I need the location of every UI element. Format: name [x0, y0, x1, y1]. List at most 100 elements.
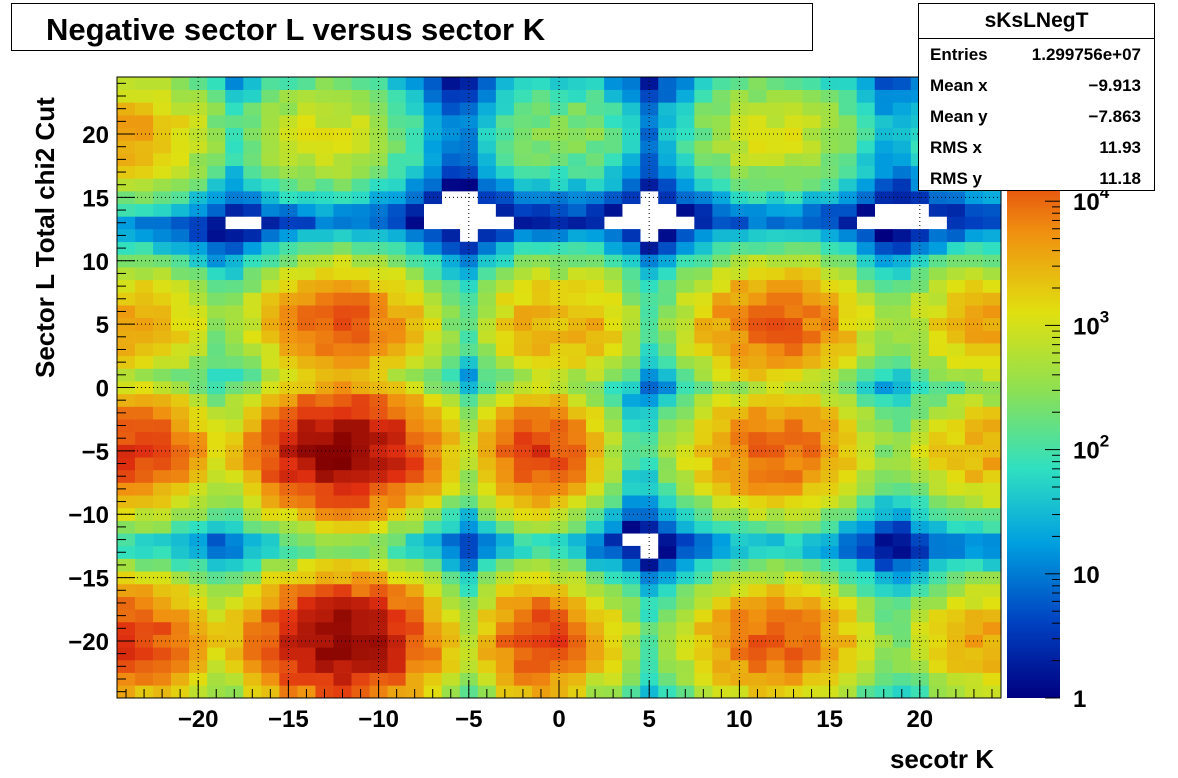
heatmap-cell: [405, 241, 424, 255]
heatmap-cell: [135, 229, 154, 243]
heatmap-cell: [333, 520, 352, 534]
heatmap-cell: [387, 406, 406, 420]
heatmap-cell: [405, 254, 424, 268]
heatmap-cell: [207, 507, 226, 521]
heatmap-cell: [549, 672, 569, 686]
heatmap-cell: [441, 431, 461, 445]
heatmap-cell: [369, 444, 388, 458]
heatmap-cell: [153, 596, 172, 610]
heatmap-cell: [153, 355, 172, 369]
heatmap-cell: [477, 330, 497, 344]
heatmap-cell: [387, 89, 406, 103]
heatmap-cell: [261, 545, 280, 559]
heatmap-cell: [189, 229, 208, 243]
heatmap-cell: [676, 89, 695, 103]
heatmap-cell: [297, 507, 316, 521]
heatmap-cell: [784, 368, 803, 382]
heatmap-cell: [315, 583, 334, 597]
heatmap-cell: [243, 558, 262, 572]
heatmap-cell: [495, 419, 515, 433]
heatmap-cell: [658, 647, 677, 661]
heatmap-cell: [964, 381, 984, 395]
heatmap-cell: [531, 368, 551, 382]
heatmap-cell: [604, 545, 623, 559]
heatmap-cell: [243, 507, 262, 521]
heatmap-cell: [279, 381, 298, 395]
heatmap-cell: [856, 482, 876, 496]
heatmap-cell: [946, 558, 966, 572]
heatmap-cell: [441, 672, 461, 686]
heatmap-cell: [604, 659, 623, 673]
heatmap-cell: [604, 469, 623, 483]
heatmap-cell: [495, 520, 515, 534]
heatmap-cell: [315, 444, 334, 458]
heatmap-cell: [441, 393, 461, 407]
heatmap-cell: [676, 178, 695, 192]
heatmap-cell: [874, 343, 894, 357]
heatmap-cell: [604, 102, 623, 116]
heatmap-cell: [243, 115, 262, 128]
heatmap-cell: [982, 241, 1002, 255]
heatmap-cell: [586, 102, 605, 116]
heatmap-cell: [441, 444, 461, 458]
heatmap-cell: [622, 127, 641, 141]
heatmap-cell: [387, 634, 406, 648]
heatmap-cell: [279, 583, 298, 597]
heatmap-cell: [495, 241, 515, 255]
heatmap-cell: [261, 520, 280, 534]
heatmap-cell: [351, 558, 370, 572]
heatmap-cell: [586, 609, 605, 623]
heatmap-cell: [189, 444, 208, 458]
heatmap-cell: [586, 115, 605, 128]
heatmap-cell: [279, 77, 298, 90]
heatmap-cell: [531, 279, 551, 293]
heatmap-cell: [549, 77, 569, 90]
heatmap-cell: [135, 457, 154, 471]
heatmap-cell: [405, 115, 424, 128]
heatmap-cell: [243, 583, 262, 597]
heatmap-cell: [874, 571, 894, 585]
heatmap-cell: [784, 279, 803, 293]
heatmap-cell: [982, 457, 1002, 471]
heatmap-cell: [892, 241, 912, 255]
heatmap-cell: [117, 431, 136, 445]
heatmap-cell: [694, 305, 713, 319]
heatmap-cell: [495, 533, 515, 547]
heatmap-cell: [838, 178, 857, 192]
heatmap-cell: [676, 343, 695, 357]
heatmap-cell: [315, 254, 334, 268]
heatmap-cell: [531, 178, 551, 192]
heatmap-cell: [315, 558, 334, 572]
heatmap-cell: [946, 571, 966, 585]
heatmap-cell: [243, 609, 262, 623]
heatmap-cell: [477, 102, 497, 116]
heatmap-cell: [784, 583, 803, 597]
heatmap-cell: [748, 140, 767, 154]
heatmap-cell: [946, 279, 966, 293]
heatmap-cell: [622, 115, 641, 128]
heatmap-cell: [604, 279, 623, 293]
heatmap-cell: [441, 267, 461, 281]
heatmap-cell: [135, 343, 154, 357]
heatmap-cell: [387, 583, 406, 597]
heatmap-cell: [405, 102, 424, 116]
heatmap-cell: [892, 330, 912, 344]
heatmap-cell: [946, 431, 966, 445]
stats-value: 11.18: [1099, 169, 1141, 188]
heatmap-cell: [207, 457, 226, 471]
heatmap-cell: [838, 229, 857, 243]
heatmap-cell: [712, 102, 731, 116]
heatmap-cell: [297, 520, 316, 534]
heatmap-cell: [351, 292, 370, 306]
heatmap-cell: [495, 165, 515, 179]
heatmap-cell: [333, 89, 352, 103]
heatmap-cell: [531, 672, 551, 686]
heatmap-cell: [982, 191, 1002, 205]
heatmap-cell: [928, 368, 948, 382]
heatmap-cell: [820, 596, 839, 610]
heatmap-cell: [586, 507, 605, 521]
heatmap-cell: [694, 102, 713, 116]
heatmap-cell: [892, 596, 912, 610]
heatmap-cell: [351, 419, 370, 433]
heatmap-cell: [243, 279, 262, 293]
